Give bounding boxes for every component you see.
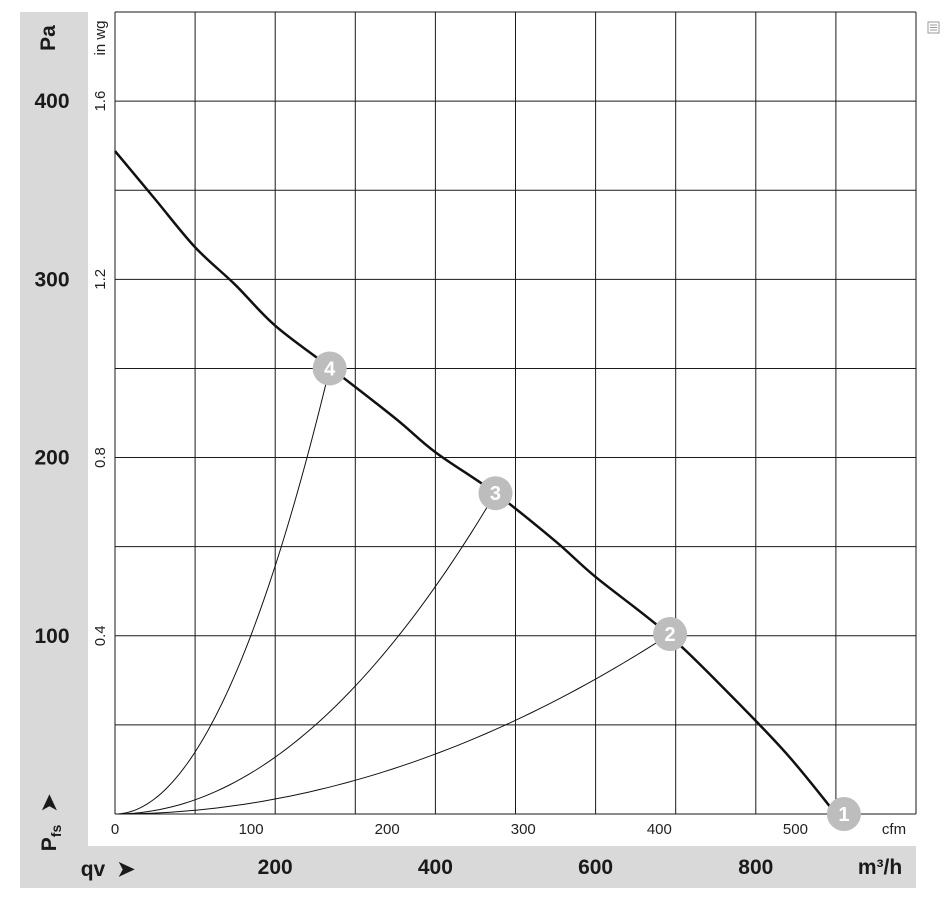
system-curve-3 [114, 492, 496, 815]
x-tick-label: 600 [578, 856, 613, 879]
system-curves [114, 368, 671, 815]
y-secondary-tick-label: 0.8 [92, 447, 109, 468]
x-unit-cfm: cfm [882, 821, 906, 838]
x-secondary-tick-label: 200 [375, 821, 400, 838]
system-curve-4 [114, 368, 331, 815]
x-tick-label: 400 [418, 856, 453, 879]
plot-area [114, 11, 917, 815]
x-primary-tick-labels: 200 400 600 800 [258, 856, 774, 879]
y-axis-label: Pfs [38, 825, 64, 852]
operating-point-3 [478, 476, 513, 511]
system-curve-2 [114, 633, 671, 815]
x-tick-label: 200 [258, 856, 293, 879]
y-secondary-tick-labels: 0.4 0.8 1.2 1.6 [92, 91, 109, 647]
operating-point-label: 1 [838, 804, 849, 826]
y-secondary-tick-label: 0.4 [92, 625, 109, 646]
x-unit-m3h: m³/h [858, 856, 902, 879]
y-axis-label-pfs: ➤ Pfs [38, 794, 64, 851]
operating-point-label: 2 [665, 624, 676, 646]
y-secondary-tick-label: 1.2 [92, 269, 109, 290]
y-primary-tick-labels: 100 200 300 400 [34, 90, 69, 648]
y-secondary-tick-label: 1.6 [92, 91, 109, 112]
expand-icon[interactable] [927, 21, 940, 34]
x-secondary-tick-label: 500 [783, 821, 808, 838]
operating-point-label: 4 [324, 358, 336, 380]
x-secondary-tick-label: 300 [511, 821, 536, 838]
x-axis-arrow: ➤ [117, 858, 135, 881]
y-axis-arrow: ➤ [38, 794, 61, 812]
y-unit-inwg: in wg [92, 20, 109, 55]
x-tick-label: 800 [738, 856, 773, 879]
x-secondary-tick-label: 400 [647, 821, 672, 838]
x-secondary-tick-label: 100 [239, 821, 264, 838]
operating-point-2 [653, 616, 688, 651]
vertical-gridlines [194, 12, 837, 814]
left-axis-panel [20, 12, 88, 888]
y-unit-pa: Pa [37, 25, 60, 51]
y-tick-label: 300 [34, 268, 69, 291]
operating-point-4 [312, 351, 347, 386]
x-secondary-tick-labels: 0 100 200 300 400 500 [111, 821, 808, 838]
y-tick-label: 100 [34, 625, 69, 648]
x-axis-label-qv: qv [81, 858, 106, 881]
operating-point-label: 3 [490, 483, 501, 505]
x-secondary-tick-label: 0 [111, 821, 119, 838]
operating-point-1 [826, 797, 861, 831]
operating-point-markers: 1 2 3 4 [312, 351, 861, 831]
y-tick-label: 400 [34, 90, 69, 113]
fan-curve-line [114, 150, 837, 815]
bottom-axis-panel [20, 846, 916, 888]
y-tick-label: 200 [34, 447, 69, 470]
